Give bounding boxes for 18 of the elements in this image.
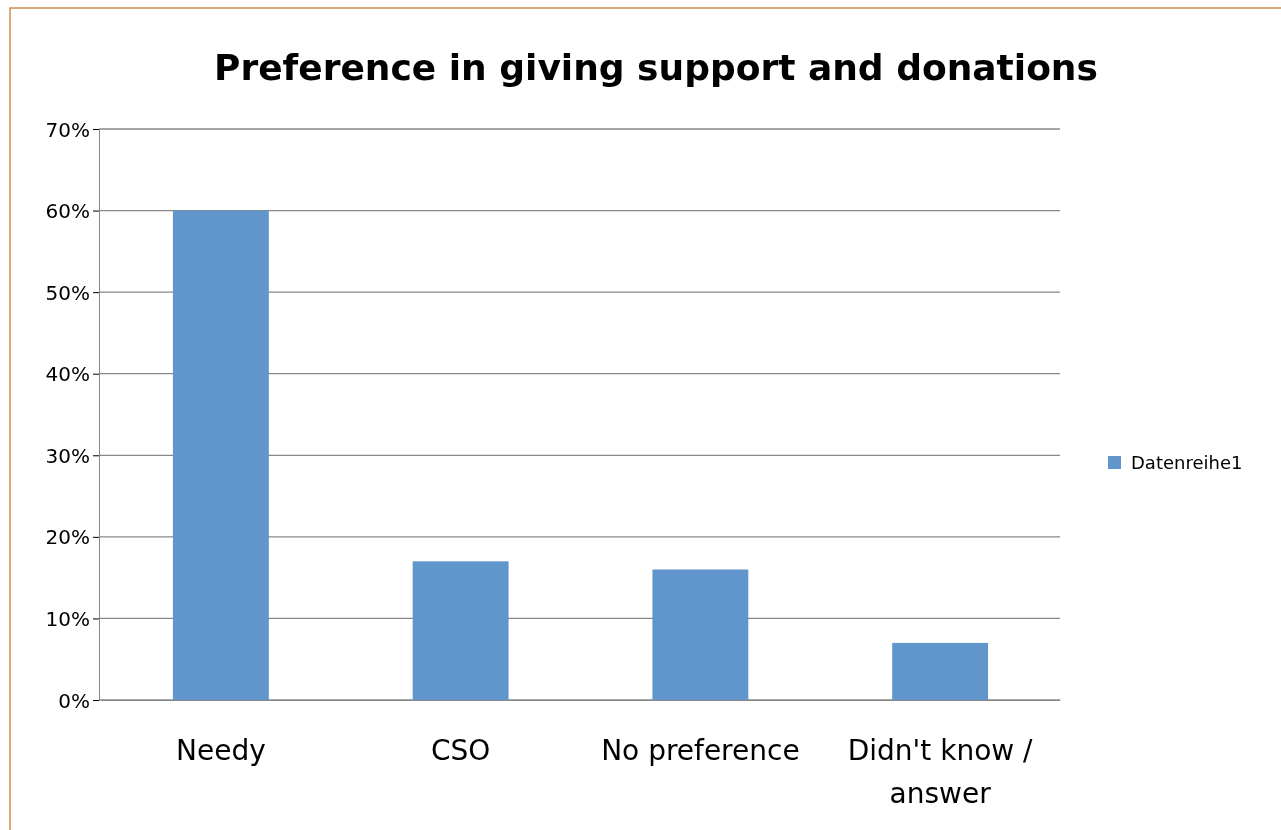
x-tick-label: No preference bbox=[601, 734, 800, 767]
x-tick-label: CSO bbox=[430, 734, 491, 767]
bar bbox=[172, 210, 269, 700]
legend-label: Datenreihe1 bbox=[1131, 452, 1243, 474]
x-tick-label: Didn't know / answer bbox=[847, 734, 1034, 811]
bar bbox=[412, 561, 509, 700]
y-tick-label: 70% bbox=[45, 117, 90, 142]
y-tick-label: 20% bbox=[45, 525, 90, 550]
bar bbox=[652, 569, 749, 700]
y-tick-label: 10% bbox=[45, 606, 90, 631]
bar bbox=[892, 642, 989, 700]
y-tick-label: 40% bbox=[45, 362, 90, 387]
y-tick-label: 0% bbox=[58, 688, 90, 713]
y-tick-label: 50% bbox=[45, 280, 90, 305]
x-tick-label: Needy bbox=[176, 734, 266, 767]
y-tick-label: 60% bbox=[45, 199, 90, 224]
y-tick-label: 30% bbox=[45, 443, 90, 468]
chart-title: Preference in giving support and donations bbox=[214, 47, 1098, 88]
